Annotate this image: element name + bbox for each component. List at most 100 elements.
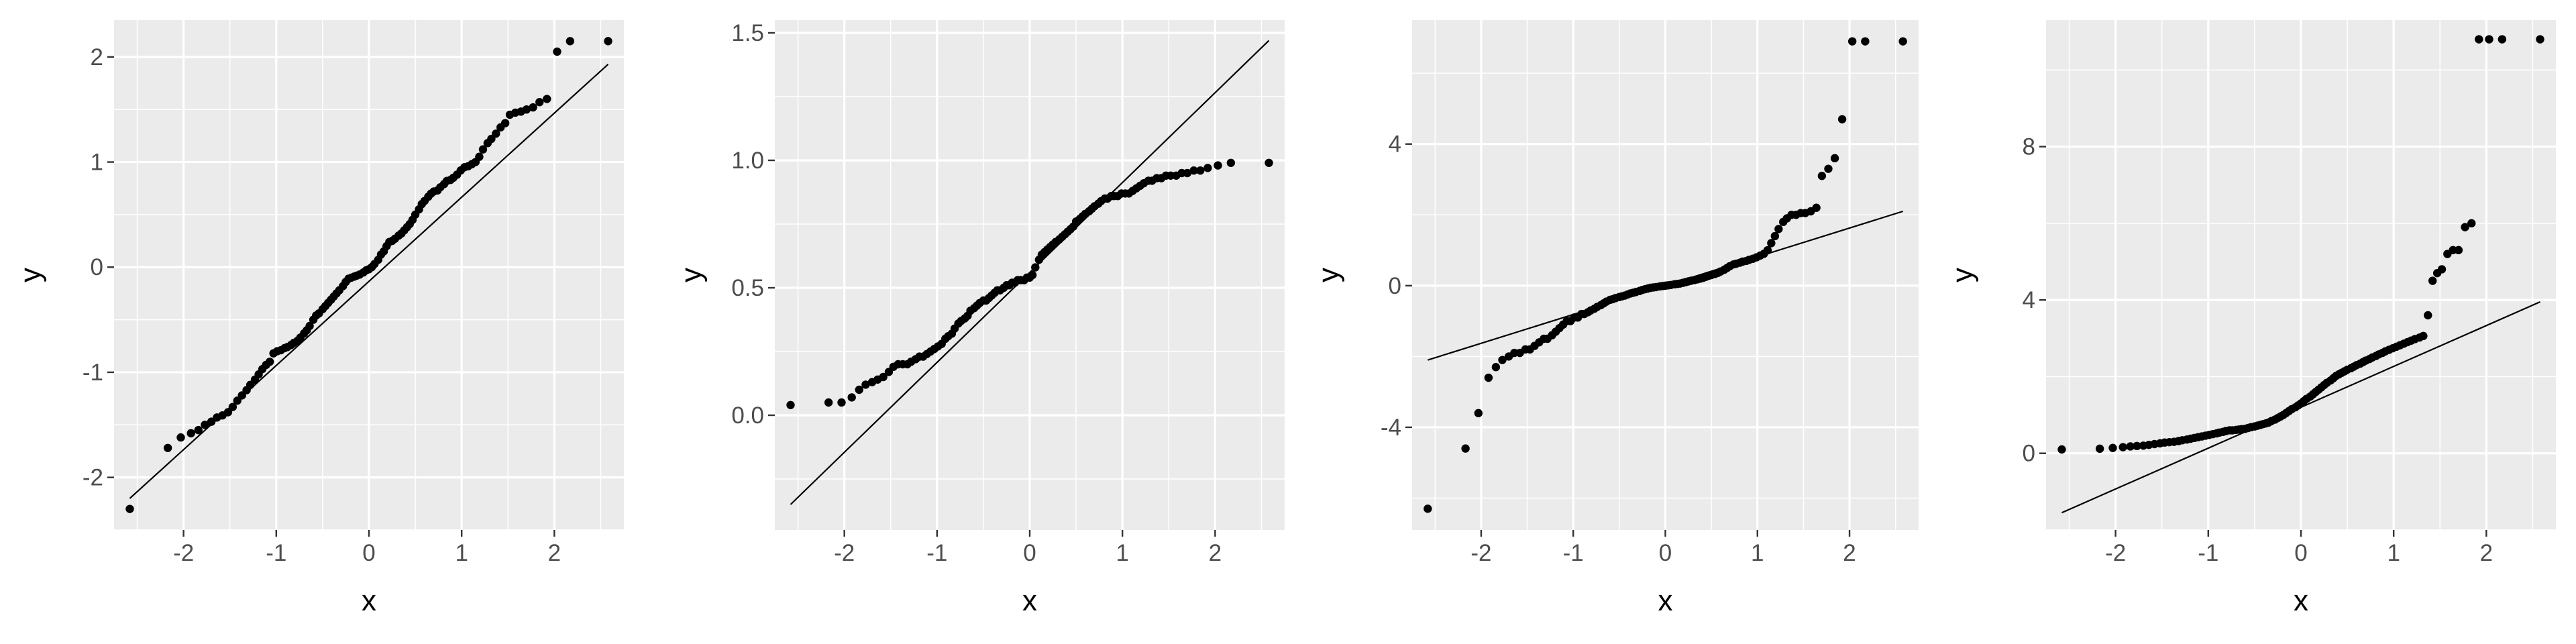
y-tick-label: 4 — [1389, 131, 1401, 158]
y-tick-label: 8 — [2023, 134, 2035, 160]
data-point — [1474, 409, 1483, 418]
data-point — [2428, 276, 2437, 285]
data-point — [1183, 168, 1192, 178]
x-tick-label: 0 — [2294, 540, 2307, 566]
x-tick-label: -1 — [266, 540, 286, 566]
data-point — [1837, 115, 1847, 123]
qq-panel-4: -2 -1 0 1 2 0 4 8 x y — [1946, 20, 2556, 617]
data-point — [879, 372, 888, 382]
data-point — [2126, 442, 2135, 451]
data-point — [201, 421, 209, 429]
data-point — [265, 358, 274, 366]
data-point — [824, 398, 833, 407]
x-tick-label: 1 — [1116, 540, 1128, 566]
y-tick-label: 4 — [2023, 287, 2035, 313]
data-point — [1461, 444, 1470, 453]
x-axis-title: x — [1658, 584, 1673, 617]
data-point — [478, 145, 488, 154]
data-point — [2475, 35, 2483, 44]
data-point — [522, 105, 531, 114]
qq-panel-2: -2 -1 0 1 2 0.0 0.5 1.0 1.5 x y — [675, 20, 1285, 617]
x-tick-label: 2 — [2480, 540, 2493, 566]
x-tick-label: 0 — [1023, 540, 1036, 566]
data-point — [1031, 263, 1040, 272]
y-tick-label: 0 — [2023, 441, 2035, 467]
data-point — [1763, 246, 1772, 255]
data-point — [2461, 223, 2469, 231]
data-point — [2454, 246, 2463, 255]
data-point — [2133, 441, 2141, 451]
data-point — [2057, 445, 2066, 454]
x-tick-label: -2 — [173, 540, 194, 566]
data-point — [1817, 172, 1827, 180]
qq-points — [2057, 35, 2544, 454]
data-point — [163, 443, 172, 452]
qq-points — [125, 37, 612, 513]
data-point — [1424, 504, 1432, 513]
data-point — [2095, 444, 2104, 453]
data-point — [604, 37, 612, 46]
data-point — [1770, 231, 1780, 241]
data-point — [1491, 363, 1501, 372]
data-point — [535, 98, 544, 107]
data-point — [1189, 166, 1198, 175]
data-point — [2437, 265, 2447, 274]
x-tick-label: -2 — [1470, 540, 1491, 566]
data-point — [861, 380, 870, 389]
x-tick-label: -1 — [2198, 540, 2218, 566]
data-point — [1028, 270, 1037, 280]
data-point — [553, 47, 561, 56]
x-tick-label: -2 — [2105, 540, 2126, 566]
data-point — [2424, 311, 2432, 320]
data-point — [2485, 35, 2493, 44]
data-point — [1196, 166, 1205, 175]
x-tick-label: 2 — [1843, 540, 1856, 566]
data-point — [786, 400, 795, 409]
qq-panel-1: -2 -1 0 1 2 -2 -1 0 1 2 x y — [14, 20, 624, 617]
qq-points — [786, 158, 1273, 409]
data-point — [194, 425, 203, 435]
data-point — [228, 402, 237, 411]
x-tick-label: 0 — [1659, 540, 1672, 566]
data-point — [855, 385, 863, 394]
x-tick-label: 1 — [2387, 540, 2400, 566]
data-point — [1203, 164, 1212, 172]
data-point — [1898, 37, 1907, 46]
data-point — [847, 393, 856, 402]
x-tick-label: 0 — [362, 540, 375, 566]
data-point — [543, 95, 551, 103]
y-axis-title: y — [1946, 268, 1979, 282]
y-tick-label: -4 — [1381, 415, 1401, 441]
x-tick-label: -1 — [926, 540, 947, 566]
data-point — [2467, 219, 2476, 228]
data-point — [566, 37, 575, 46]
x-tick-label: 1 — [455, 540, 468, 566]
data-point — [125, 504, 134, 513]
data-point — [1847, 37, 1857, 46]
data-point — [305, 321, 314, 331]
data-point — [529, 103, 537, 112]
y-axis-title: y — [14, 268, 47, 282]
data-point — [2419, 331, 2428, 341]
x-axis-title: x — [362, 584, 376, 617]
data-point — [176, 433, 185, 442]
x-tick-label: 1 — [1751, 540, 1764, 566]
y-axis-title: y — [675, 268, 708, 282]
data-point — [2108, 443, 2117, 452]
x-axis-title: x — [2294, 584, 2308, 617]
y-tick-label: -1 — [83, 360, 103, 386]
data-point — [1226, 158, 1236, 167]
y-tick-label: 0.0 — [731, 402, 764, 429]
qq-reference-line — [129, 63, 609, 499]
data-point — [492, 129, 500, 138]
data-point — [1484, 373, 1493, 382]
data-point — [1830, 154, 1839, 163]
y-tick-label: 1.0 — [731, 148, 764, 174]
y-axis-title: y — [1312, 268, 1345, 282]
data-point — [475, 152, 484, 161]
data-point — [1767, 239, 1776, 248]
y-tick-label: 0 — [1389, 273, 1401, 299]
y-tick-label: 1 — [91, 150, 103, 176]
x-tick-label: -2 — [834, 540, 855, 566]
